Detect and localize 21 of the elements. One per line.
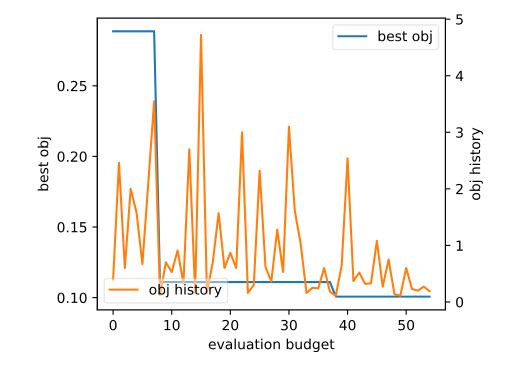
y-axis-title: best obj bbox=[38, 137, 52, 191]
x-tick-label: 10 bbox=[164, 320, 180, 330]
y-tick-label: 0.25 bbox=[58, 80, 86, 92]
x-tick-label: 50 bbox=[398, 320, 414, 330]
y2-tick-label: 1 bbox=[456, 240, 463, 251]
y-tick-label: 0.15 bbox=[58, 222, 86, 232]
legend-label: obj history bbox=[149, 284, 222, 298]
x-tick-label: 0 bbox=[110, 320, 117, 330]
y-tick-label: 0.10 bbox=[58, 292, 87, 304]
x-tick-label: 20 bbox=[222, 320, 238, 330]
legend-label: best obj bbox=[378, 30, 432, 44]
x-tick-label: 40 bbox=[339, 320, 356, 330]
y2-tick-label: 3 bbox=[456, 127, 463, 138]
y2-axis-title: obj history bbox=[470, 128, 483, 200]
y2-tick-label: 5 bbox=[456, 14, 463, 25]
x-tick-label: 30 bbox=[281, 320, 297, 330]
y2-tick-label: 2 bbox=[456, 184, 463, 194]
y2-tick-label: 4 bbox=[456, 70, 464, 82]
y-tick-label: 0.20 bbox=[58, 151, 87, 162]
x-axis-title: evaluation budget bbox=[208, 338, 334, 352]
y2-tick-label: 0 bbox=[456, 296, 464, 308]
